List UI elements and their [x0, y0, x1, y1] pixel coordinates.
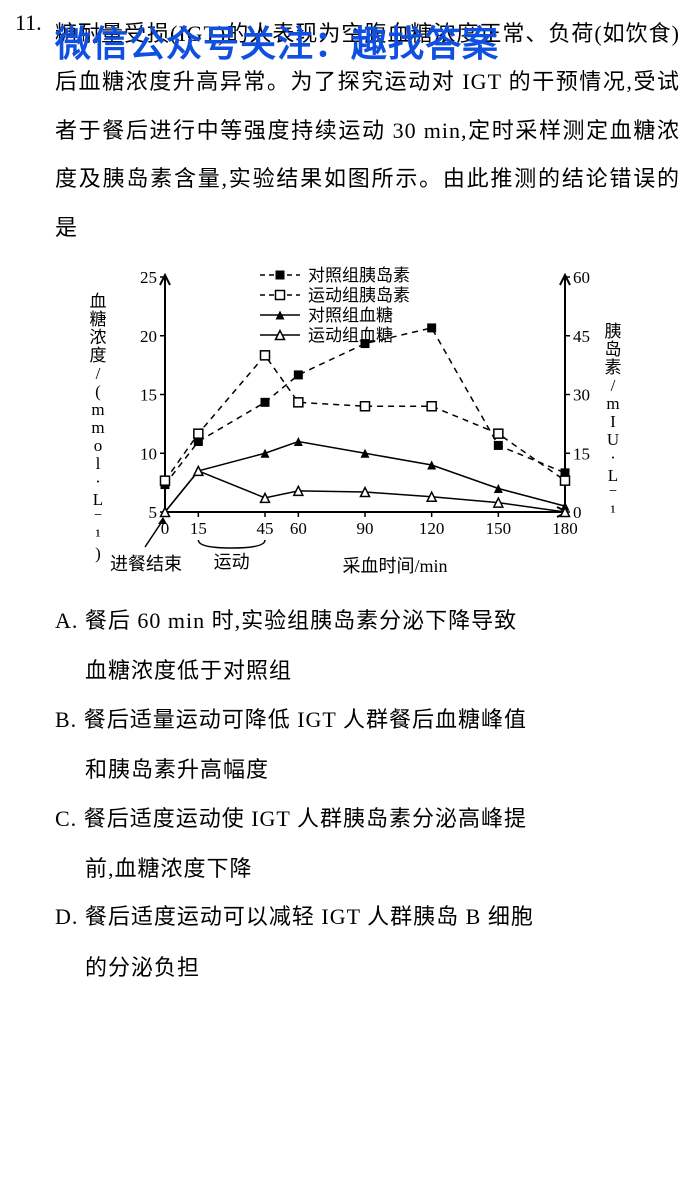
option-b: B. 餐后适量运动可降低 IGT 人群餐后血糖峰值 — [55, 696, 680, 744]
svg-text:进餐结束: 进餐结束 — [110, 554, 182, 574]
option-d-text2: 的分泌负担 — [85, 944, 680, 992]
svg-text:L: L — [608, 466, 618, 485]
svg-text:⁻: ⁻ — [609, 484, 618, 503]
svg-text:150: 150 — [486, 519, 512, 538]
svg-text:血: 血 — [90, 292, 107, 311]
option-d-label: D. — [55, 904, 78, 929]
chart-svg: 510152025015304560015456090120150180血糖浓度… — [70, 257, 630, 587]
option-b-text2: 和胰岛素升高幅度 — [85, 746, 680, 794]
question-number: 11. — [15, 10, 42, 36]
chart: 510152025015304560015456090120150180血糖浓度… — [70, 257, 630, 587]
option-d-text1: 餐后适度运动可以减轻 IGT 人群胰岛 B 细胞 — [85, 904, 534, 929]
svg-text:浓: 浓 — [90, 328, 107, 347]
svg-text:): ) — [95, 544, 101, 563]
svg-text:¹: ¹ — [610, 502, 615, 521]
svg-text:⁻: ⁻ — [94, 508, 103, 527]
svg-text:l: l — [96, 454, 101, 473]
svg-text:/: / — [611, 376, 616, 395]
svg-text:岛: 岛 — [605, 340, 622, 359]
svg-text:45: 45 — [573, 327, 590, 346]
svg-text:/: / — [96, 364, 101, 383]
svg-text:15: 15 — [573, 444, 590, 463]
svg-text:60: 60 — [573, 268, 590, 287]
svg-text:m: m — [91, 400, 104, 419]
svg-text:L: L — [93, 490, 103, 509]
svg-text:胰: 胰 — [605, 322, 622, 341]
svg-text:30: 30 — [573, 385, 590, 404]
option-c-label: C. — [55, 806, 77, 831]
svg-text:运动: 运动 — [214, 552, 250, 572]
svg-text:10: 10 — [140, 444, 157, 463]
svg-text:20: 20 — [140, 327, 157, 346]
svg-text:度: 度 — [90, 346, 107, 365]
svg-text:m: m — [606, 394, 619, 413]
svg-text:·: · — [95, 472, 101, 491]
option-d: D. 餐后适度运动可以减轻 IGT 人群胰岛 B 细胞 — [55, 893, 680, 941]
option-b-label: B. — [55, 707, 77, 732]
svg-text:45: 45 — [257, 519, 274, 538]
svg-text:180: 180 — [552, 519, 578, 538]
option-c: C. 餐后适度运动使 IGT 人群胰岛素分泌高峰提 — [55, 795, 680, 843]
svg-text:U: U — [607, 430, 619, 449]
option-a-label: A. — [55, 608, 78, 633]
svg-text:¹: ¹ — [95, 526, 100, 545]
svg-text:m: m — [91, 418, 104, 437]
option-a-text1: 餐后 60 min 时,实验组胰岛素分泌下降导致 — [85, 608, 517, 633]
svg-text:60: 60 — [290, 519, 307, 538]
question-block: 11. 糖耐量受损(IGT)的人表现为空腹血糖浓度正常、负荷(如饮食)后血糖浓度… — [20, 10, 680, 992]
svg-text:(: ( — [95, 382, 101, 401]
options-list: A. 餐后 60 min 时,实验组胰岛素分泌下降导致 血糖浓度低于对照组 B.… — [55, 597, 680, 992]
svg-text:对照组血糖: 对照组血糖 — [308, 306, 393, 325]
svg-text:15: 15 — [190, 519, 207, 538]
svg-text:素: 素 — [605, 358, 622, 377]
svg-text:糖: 糖 — [90, 310, 107, 329]
svg-text:对照组胰岛素: 对照组胰岛素 — [308, 266, 410, 285]
svg-text:5: 5 — [149, 503, 158, 522]
svg-text:90: 90 — [357, 519, 374, 538]
option-c-text1: 餐后适度运动使 IGT 人群胰岛素分泌高峰提 — [84, 806, 527, 831]
svg-text:运动组血糖: 运动组血糖 — [308, 326, 393, 345]
svg-text:采血时间/min: 采血时间/min — [342, 556, 447, 576]
svg-text:运动组胰岛素: 运动组胰岛素 — [308, 286, 410, 305]
option-c-text2: 前,血糖浓度下降 — [85, 845, 680, 893]
svg-text:I: I — [610, 412, 616, 431]
option-b-text1: 餐后适量运动可降低 IGT 人群餐后血糖峰值 — [84, 707, 527, 732]
svg-text:120: 120 — [419, 519, 445, 538]
svg-text:·: · — [610, 448, 616, 467]
option-a-text2: 血糖浓度低于对照组 — [85, 647, 680, 695]
svg-text:o: o — [94, 436, 103, 455]
option-a: A. 餐后 60 min 时,实验组胰岛素分泌下降导致 — [55, 597, 680, 645]
watermark-text: 微信公众号关注：趣找答案 — [55, 15, 499, 67]
svg-text:25: 25 — [140, 268, 157, 287]
svg-text:15: 15 — [140, 385, 157, 404]
